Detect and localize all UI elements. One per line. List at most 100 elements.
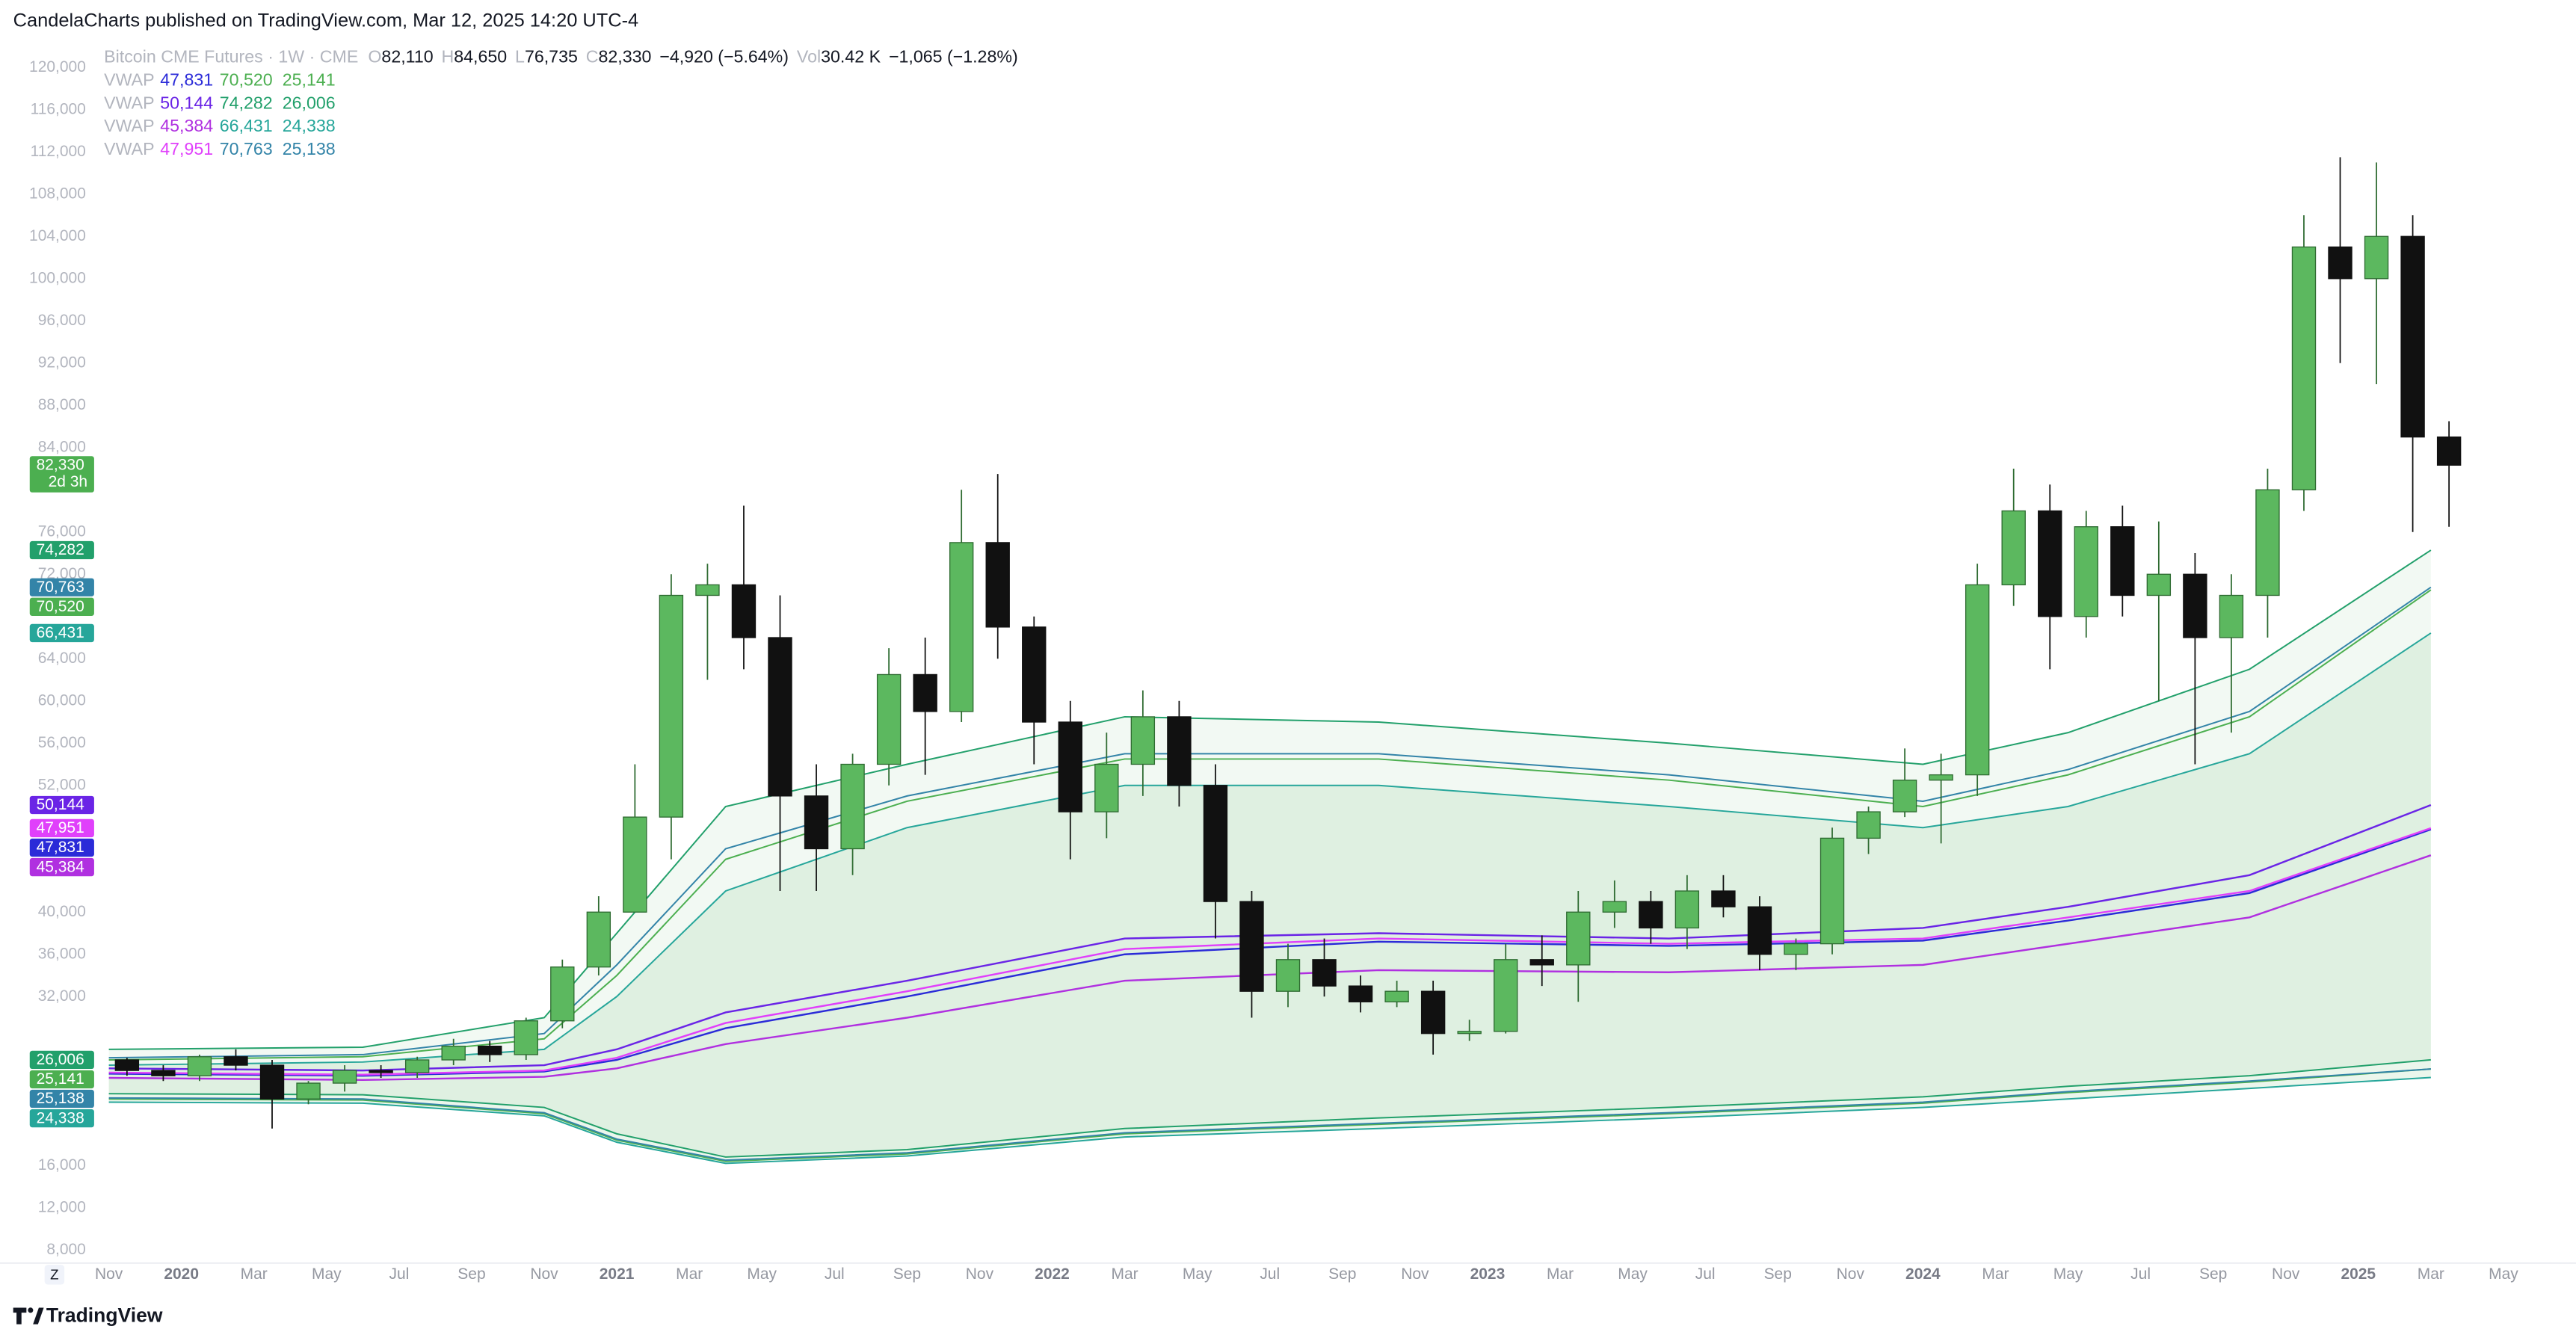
x-tick-label: May — [1183, 1265, 1212, 1283]
price-tag-label: 25,138 — [37, 1090, 84, 1107]
candle-body — [1203, 785, 1228, 902]
price-tag-label: 66,431 — [37, 624, 84, 641]
published-note: CandelaCharts published on TradingView.c… — [13, 10, 638, 31]
legend-value: 24,338 — [283, 116, 336, 135]
candle-body — [1566, 911, 1591, 966]
candle-body — [441, 1045, 466, 1061]
x-tick-label: Mar — [1112, 1265, 1138, 1283]
close-value: 82,330 — [598, 46, 651, 66]
candle-body — [1711, 890, 1736, 907]
candle-body — [586, 911, 611, 968]
x-tick-label: 2022 — [1035, 1265, 1070, 1283]
y-tick-label: 76,000 — [38, 522, 86, 540]
legend-value: 50,144 — [160, 93, 213, 112]
candle-body — [2364, 235, 2389, 280]
candle-body — [224, 1056, 248, 1066]
y-tick-label: 100,000 — [29, 269, 86, 286]
legend-value: 25,141 — [283, 70, 336, 89]
candle-body — [2328, 246, 2352, 280]
x-tick-label: Sep — [1328, 1265, 1356, 1283]
candle-body — [1494, 959, 1518, 1032]
candle-body — [1784, 943, 1808, 955]
low-value: 76,735 — [525, 46, 578, 66]
x-tick-label: May — [747, 1265, 777, 1283]
price-tag-label: 25,141 — [37, 1070, 84, 1088]
y-tick-label: 116,000 — [31, 100, 86, 117]
vwap-line — [108, 827, 2432, 1076]
x-tick-label: 2025 — [2341, 1265, 2376, 1283]
x-tick-label: Sep — [893, 1265, 921, 1283]
y-tick-label: 96,000 — [38, 312, 86, 329]
candle-body — [1130, 716, 1156, 765]
price-tag — [29, 1070, 94, 1089]
x-tick-label: May — [2489, 1265, 2518, 1283]
price-tag-label: 82,330 — [37, 457, 84, 474]
candle-body — [1384, 990, 1409, 1002]
high-value: 84,650 — [454, 46, 507, 66]
candle-body — [114, 1059, 140, 1071]
high-key: H — [442, 46, 455, 66]
price-tag-label: 70,520 — [37, 598, 84, 615]
price-tag-label: 47,951 — [37, 819, 84, 836]
ohlc-header: Bitcoin CME Futures · 1W · CME O82,110 H… — [104, 46, 1018, 66]
legend-value: 66,431 — [220, 116, 273, 135]
candle-body — [1312, 959, 1337, 987]
band-line — [108, 589, 2432, 1061]
candle-body — [1674, 890, 1700, 929]
legend-value: 26,006 — [283, 93, 336, 112]
y-tick-label: 104,000 — [29, 227, 86, 244]
volume-value: 30.42 K — [821, 46, 881, 66]
candle-body — [985, 542, 1010, 628]
candle-body — [2436, 436, 2462, 466]
x-tick-label: Mar — [676, 1265, 703, 1283]
zoom-button[interactable] — [44, 1265, 65, 1285]
price-tag — [29, 623, 94, 643]
y-tick-label: 72,000 — [38, 565, 86, 582]
zoom-button-label[interactable]: Z — [50, 1266, 58, 1282]
price-tag — [29, 795, 94, 815]
brand-name: TradingView — [46, 1304, 163, 1327]
candle-body — [2001, 510, 2026, 586]
candle-body — [840, 763, 865, 850]
x-tick-label: Jul — [1695, 1265, 1716, 1283]
vwap-line — [108, 854, 2432, 1082]
candle-body — [2291, 246, 2317, 490]
candle-body — [2400, 235, 2425, 438]
candle-body — [478, 1045, 502, 1055]
x-tick-label: Nov — [95, 1265, 123, 1283]
legend-name: VWAP — [104, 116, 154, 135]
x-tick-label: Sep — [1764, 1265, 1792, 1283]
price-tag — [29, 857, 94, 877]
candle-body — [2219, 594, 2244, 638]
candle-body — [1239, 901, 1264, 992]
candle-body — [514, 1020, 538, 1055]
open-value: 82,110 — [381, 46, 433, 66]
legend-value: 74,282 — [220, 93, 273, 112]
candle-body — [2146, 573, 2172, 596]
open-key: O — [368, 46, 381, 66]
candle-body — [1819, 837, 1845, 945]
x-tick-label: May — [312, 1265, 342, 1283]
price-tag — [29, 456, 94, 493]
candle-body — [804, 795, 829, 850]
x-tick-label: Nov — [530, 1265, 558, 1283]
y-tick-label: 112,000 — [31, 143, 86, 160]
price-tag-label: 45,384 — [37, 858, 84, 875]
price-tag — [29, 818, 94, 838]
candle-body — [1457, 1031, 1482, 1035]
price-tag-label: 70,763 — [37, 579, 84, 596]
brand-logo — [13, 1307, 44, 1325]
candle-body — [623, 816, 647, 913]
price-tag — [29, 838, 94, 857]
low-key: L — [515, 46, 525, 66]
y-tick-label: 84,000 — [38, 438, 86, 455]
x-tick-label: 2023 — [1470, 1265, 1506, 1283]
candle-body — [1348, 985, 1373, 1002]
countdown-label: 2d 3h — [49, 473, 87, 490]
y-tick-label: 16,000 — [38, 1156, 86, 1174]
price-tag-label: 24,338 — [37, 1109, 84, 1126]
x-tick-label: Jul — [2130, 1265, 2151, 1283]
y-tick-label: 108,000 — [29, 185, 86, 202]
candle-body — [1094, 763, 1119, 813]
legend-value: 47,831 — [160, 70, 213, 89]
